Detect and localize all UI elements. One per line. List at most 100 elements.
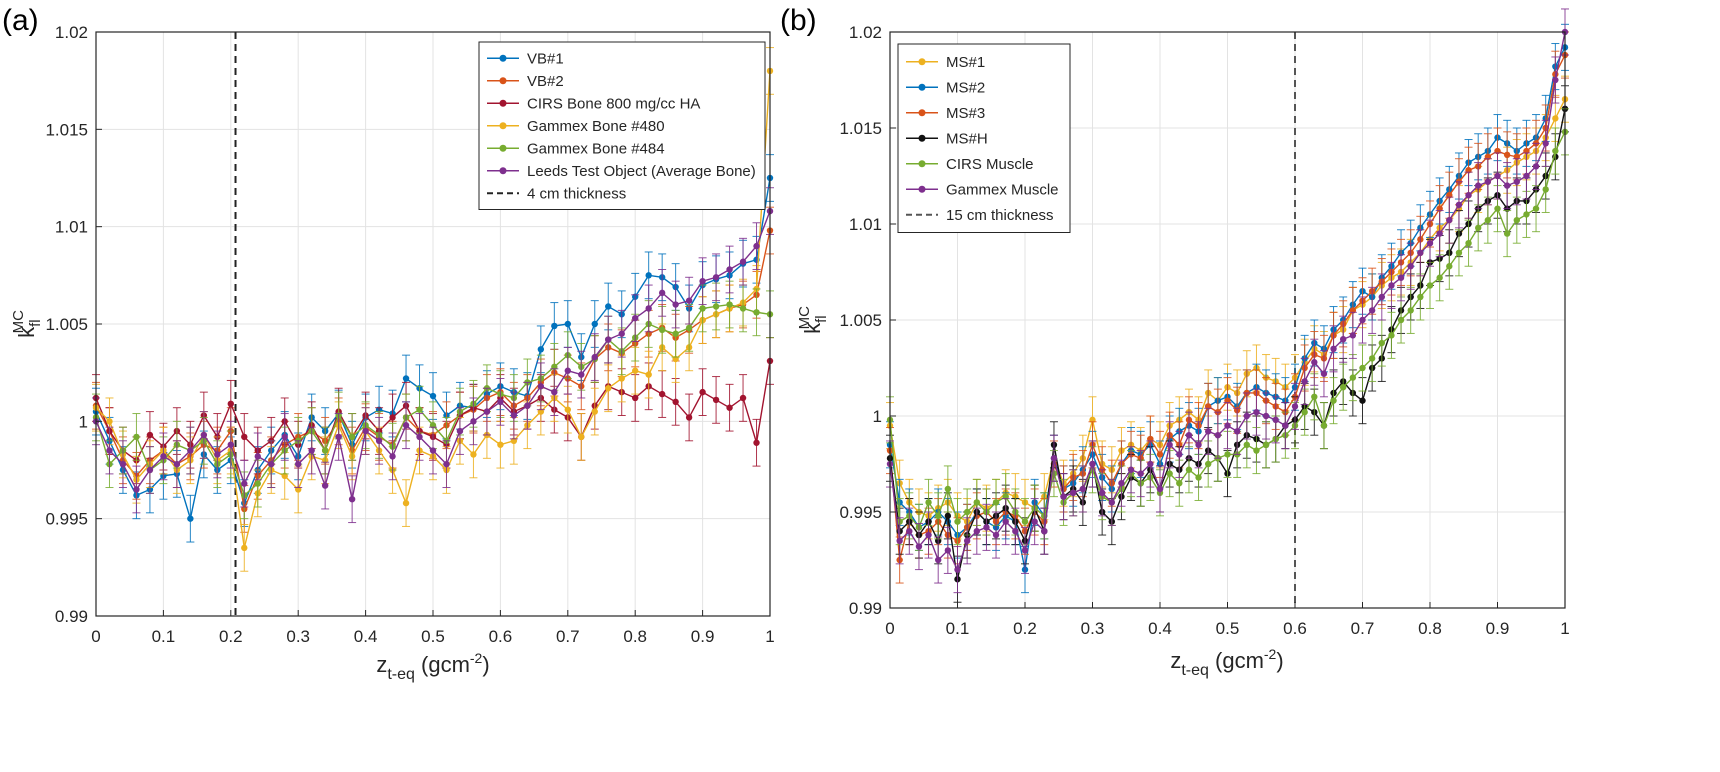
data-point — [1446, 216, 1453, 224]
panel-b-xlabel-sup: -2 — [1264, 646, 1277, 662]
panel-b-xlabel-sub: t-eq — [1181, 662, 1209, 679]
data-point — [1494, 172, 1501, 180]
panel-b-label: (b) — [780, 4, 817, 37]
data-point — [1446, 263, 1453, 270]
x-tick-label: 0 — [885, 619, 894, 638]
panel-b-ylabel: kflMC — [796, 306, 830, 334]
data-point — [1552, 147, 1559, 155]
data-point — [416, 406, 423, 413]
data-point — [591, 320, 598, 328]
data-point — [1185, 432, 1193, 439]
data-point — [1050, 455, 1058, 462]
data-point — [1368, 307, 1376, 314]
data-point — [1359, 364, 1366, 372]
data-point — [348, 496, 356, 503]
data-point — [362, 427, 369, 435]
legend-entry: VB#2 — [487, 73, 564, 90]
data-point — [510, 412, 518, 419]
x-tick-label: 0.5 — [1216, 619, 1240, 638]
panel-b-plot — [886, 8, 1569, 603]
data-point — [254, 453, 261, 460]
data-point — [954, 518, 961, 525]
data-point — [524, 402, 531, 409]
data-point — [1262, 441, 1270, 448]
data-point — [1436, 230, 1443, 237]
data-point — [1532, 163, 1540, 170]
data-point — [1359, 316, 1366, 324]
data-point — [1436, 274, 1443, 281]
data-point — [241, 433, 248, 441]
data-point — [605, 385, 612, 392]
data-point — [925, 499, 932, 506]
data-point — [443, 460, 450, 468]
data-point — [645, 305, 652, 312]
data-point — [699, 388, 706, 396]
data-point — [1127, 466, 1135, 473]
data-point — [944, 512, 952, 520]
data-point — [1426, 240, 1434, 247]
data-point — [896, 537, 903, 544]
data-point — [726, 301, 733, 308]
data-point — [1542, 186, 1549, 193]
y-tick-label: 1.005 — [45, 315, 88, 334]
data-point — [133, 433, 140, 441]
data-point — [295, 460, 302, 468]
y-tick-label: 1.005 — [839, 311, 882, 330]
data-point — [214, 451, 221, 458]
legend-entry: MS#2 — [906, 79, 985, 96]
panel-a-xlabel-rest: (gcm — [415, 652, 470, 677]
panel-b-ylabel-main: k — [800, 322, 825, 334]
data-point — [1339, 384, 1347, 391]
data-point — [954, 566, 961, 573]
data-point — [753, 242, 760, 250]
data-point — [739, 258, 747, 265]
x-tick-label: 0.2 — [1013, 619, 1037, 638]
legend-entry: MS#3 — [906, 105, 985, 122]
data-point — [321, 447, 329, 454]
data-point — [1301, 378, 1308, 385]
legend-entry: CIRS Bone 800 mg/cc HA — [487, 95, 700, 112]
data-point — [1108, 499, 1116, 506]
data-point — [658, 289, 666, 297]
data-point — [973, 499, 981, 506]
data-point — [1455, 201, 1463, 208]
data-point — [1417, 249, 1424, 256]
x-tick-label: 0.7 — [1351, 619, 1375, 638]
data-point — [200, 431, 208, 439]
data-point — [1021, 518, 1029, 525]
x-tick-label: 0.6 — [489, 627, 513, 646]
x-tick-label: 0.4 — [1148, 619, 1172, 638]
data-point — [1330, 397, 1337, 404]
legend-entry: MS#H — [906, 130, 988, 147]
y-tick-label: 1 — [873, 407, 882, 426]
y-tick-label: 0.99 — [55, 607, 88, 626]
data-point — [1147, 460, 1154, 468]
data-point — [1176, 480, 1183, 487]
data-point — [241, 544, 248, 552]
data-point — [1523, 172, 1530, 180]
data-point — [658, 326, 666, 334]
x-tick-label: 1 — [765, 627, 774, 646]
x-tick-label: 1 — [1560, 619, 1569, 638]
data-point — [1253, 408, 1260, 416]
panel-a-plot — [92, 47, 774, 572]
data-point — [1513, 178, 1521, 185]
data-point — [106, 418, 113, 425]
data-point — [133, 486, 140, 493]
legend-label: CIRS Bone 800 mg/cc HA — [527, 95, 700, 112]
y-tick-label: 1.02 — [849, 23, 882, 42]
data-point — [944, 485, 952, 493]
data-point — [685, 324, 693, 332]
data-point — [658, 390, 666, 398]
legend-label: MS#H — [946, 130, 988, 147]
data-point — [645, 272, 652, 279]
data-point — [1166, 470, 1173, 477]
y-tick-label: 1.015 — [839, 119, 882, 138]
y-tick-label: 1.01 — [55, 218, 88, 237]
data-point — [672, 398, 679, 406]
data-point — [1224, 422, 1231, 429]
x-tick-label: 0.8 — [623, 627, 647, 646]
data-point — [1301, 408, 1308, 416]
data-point — [1455, 249, 1463, 256]
data-point — [173, 460, 181, 468]
